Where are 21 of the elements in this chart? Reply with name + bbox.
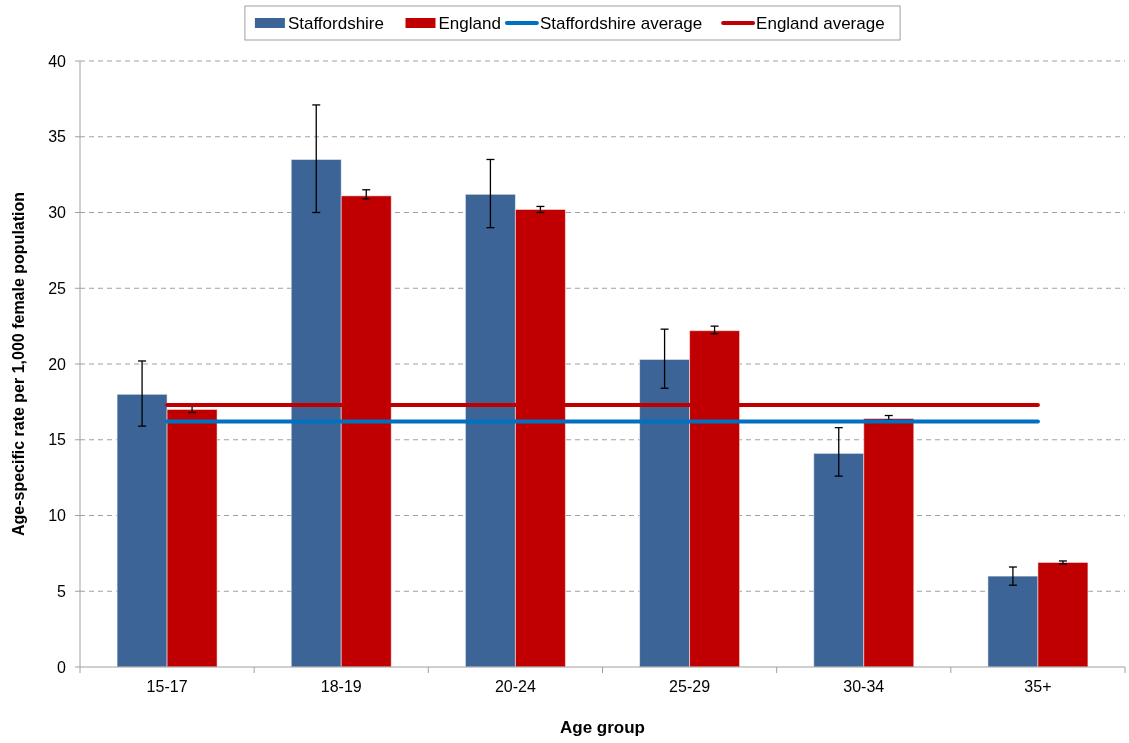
y-tick-label: 35 [48,128,67,146]
legend-label: Staffordshire [287,13,384,33]
y-tick-label: 40 [48,52,67,70]
y-tick-label: 15 [48,431,67,449]
y-tick-label: 30 [48,204,67,222]
x-tick-label: 18-19 [320,678,362,695]
x-tick-label: 25-29 [669,678,711,695]
x-axis-title: Age group [560,718,645,737]
y-tick-label: 20 [48,355,67,373]
x-tick-label: 20-24 [494,678,536,695]
y-tick-label: 25 [48,279,67,297]
y-tick-label: 5 [57,582,67,600]
y-tick-label: 10 [48,507,67,525]
x-tick-label: 35+ [1024,678,1052,695]
legend-label: Staffordshire average [539,13,703,33]
legend-label: England average [756,13,885,33]
y-tick-label: 0 [57,658,67,676]
legend-label: England [438,13,501,33]
x-tick-label: 15-17 [146,678,188,695]
x-tick-label: 30-34 [843,678,885,695]
y-axis-title: Age-specific rate per 1,000 female population [10,191,27,537]
